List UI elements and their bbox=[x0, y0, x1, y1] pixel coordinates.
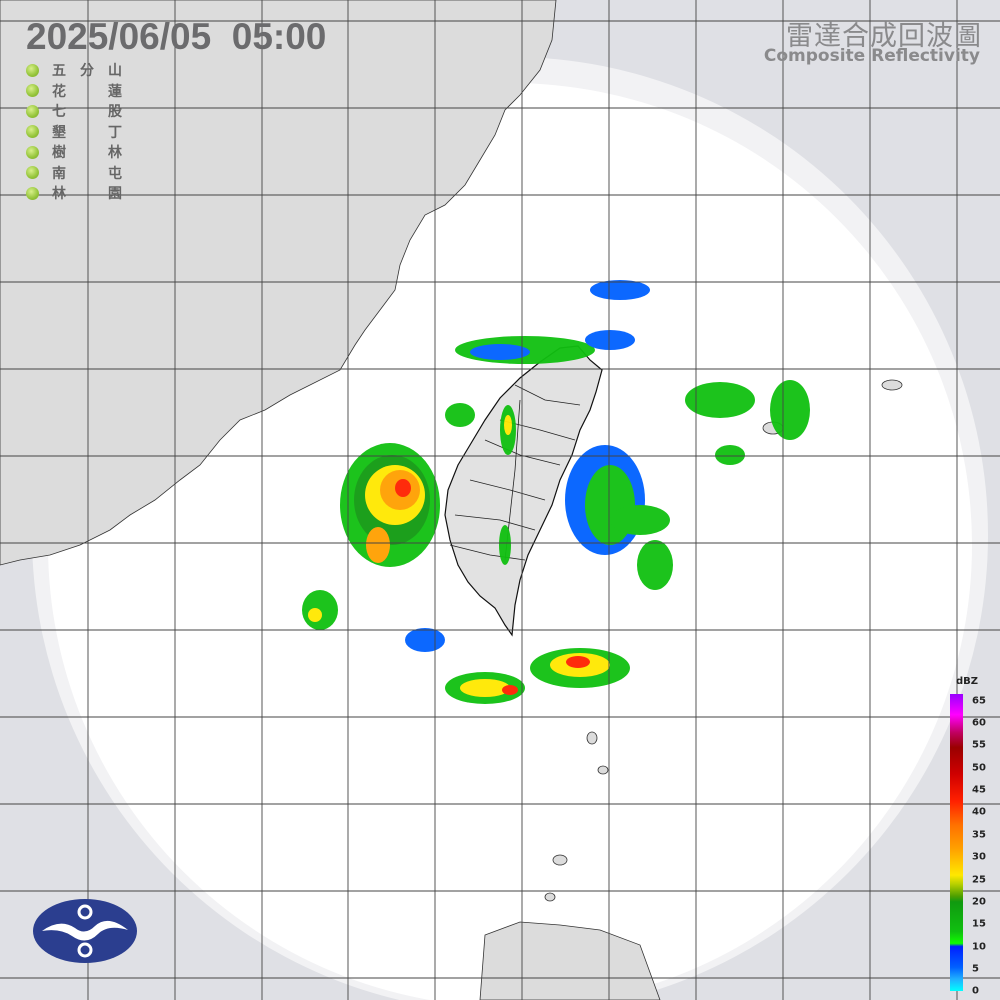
title-english: Composite Reflectivity bbox=[763, 46, 980, 66]
colorbar-tick: 25 bbox=[972, 874, 986, 886]
station-item: 七股 bbox=[26, 101, 122, 122]
station-char: 樹 bbox=[52, 145, 66, 162]
colorbar-tick: 35 bbox=[972, 829, 986, 841]
colorbar-tick: 40 bbox=[972, 806, 986, 818]
colorbar-tick: 65 bbox=[972, 695, 986, 707]
station-item: 林園 bbox=[26, 183, 122, 204]
reflectivity-colorbar bbox=[950, 694, 963, 991]
station-item: 五分山 bbox=[26, 60, 122, 81]
station-char: 屯 bbox=[108, 165, 122, 182]
station-char: 分 bbox=[80, 63, 94, 80]
colorbar-tick: 15 bbox=[972, 918, 986, 930]
colorbar-tick: 30 bbox=[972, 851, 986, 863]
colorbar-tick: 5 bbox=[972, 963, 979, 975]
station-item: 樹林 bbox=[26, 142, 122, 163]
station-char: 七 bbox=[52, 104, 66, 121]
station-char: 墾 bbox=[52, 124, 66, 141]
cwa-logo bbox=[33, 899, 137, 963]
colorbar-tick: 0 bbox=[972, 985, 979, 997]
station-status-icon bbox=[26, 145, 39, 159]
title-chinese: 雷達合成回波圖 bbox=[786, 21, 982, 52]
station-status-icon bbox=[26, 104, 39, 118]
colorbar-tick: 55 bbox=[972, 739, 986, 751]
station-status-icon bbox=[26, 63, 39, 77]
station-item: 墾丁 bbox=[26, 122, 122, 143]
radar-timestamp: 2025/06/05 05:00 bbox=[26, 16, 327, 57]
station-item: 花蓮 bbox=[26, 81, 122, 102]
colorbar-unit: dBZ bbox=[956, 676, 979, 687]
colorbar-tick: 20 bbox=[972, 896, 986, 908]
colorbar-tick: 10 bbox=[972, 941, 986, 953]
station-char: 園 bbox=[108, 186, 122, 203]
land-china bbox=[0, 0, 557, 566]
station-char: 股 bbox=[108, 104, 122, 121]
radar-station-list: 五分山 花蓮 七股 墾丁 樹林 南屯 林園 bbox=[26, 60, 122, 204]
station-char: 五 bbox=[52, 63, 66, 80]
station-char: 林 bbox=[52, 186, 66, 203]
station-char: 林 bbox=[108, 145, 122, 162]
station-status-icon bbox=[26, 186, 39, 200]
land-luzon bbox=[479, 921, 661, 1000]
station-status-icon bbox=[26, 166, 39, 180]
station-char: 山 bbox=[108, 63, 122, 80]
colorbar-tick: 50 bbox=[972, 762, 986, 774]
station-char: 花 bbox=[52, 83, 66, 100]
station-status-icon bbox=[26, 125, 39, 139]
station-char: 丁 bbox=[108, 124, 122, 141]
colorbar-tick: 45 bbox=[972, 784, 986, 796]
colorbar-tick: 60 bbox=[972, 717, 986, 729]
station-item: 南屯 bbox=[26, 163, 122, 184]
station-char: 蓮 bbox=[108, 83, 122, 100]
radar-echoes bbox=[302, 280, 810, 704]
station-char: 南 bbox=[52, 165, 66, 182]
station-status-icon bbox=[26, 84, 39, 98]
